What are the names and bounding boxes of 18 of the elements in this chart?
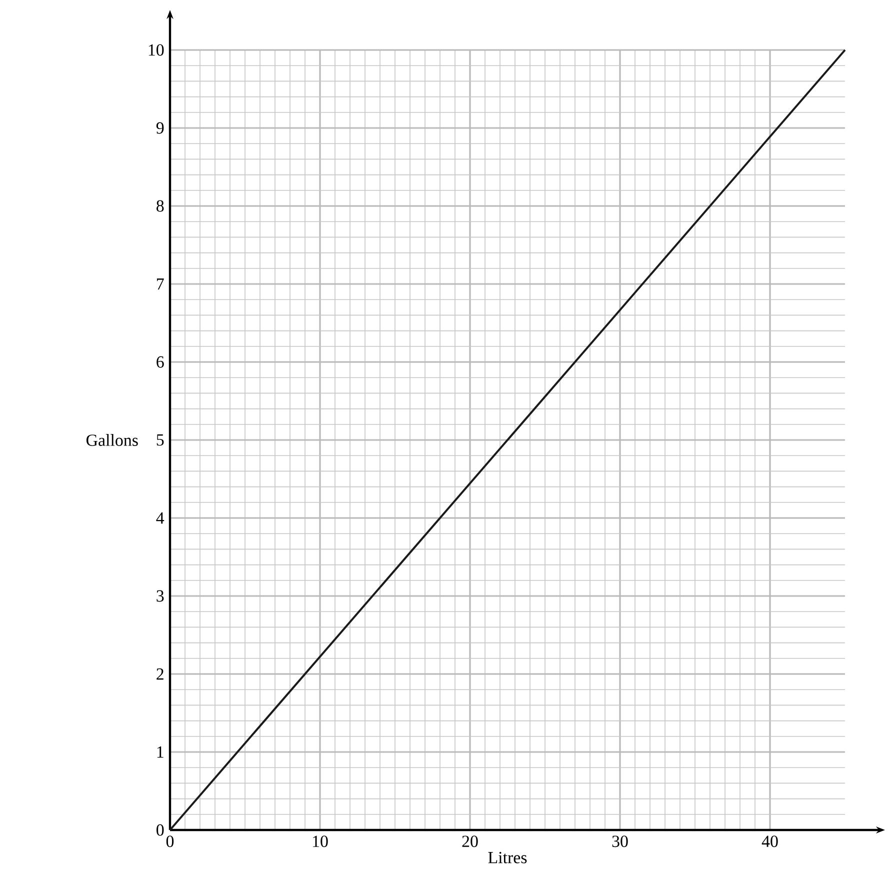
y-axis-title: Gallons	[86, 434, 138, 446]
x-tick-label: 10	[313, 836, 328, 848]
y-tick-label: 5	[156, 434, 164, 446]
y-tick-label: 1	[157, 746, 164, 758]
x-tick-label: 0	[166, 836, 174, 848]
x-axis-title: Litres	[488, 852, 527, 864]
y-tick-label: 7	[156, 278, 164, 290]
y-tick-label: 10	[148, 44, 164, 56]
y-tick-label: 6	[156, 356, 164, 368]
y-tick-label: 8	[156, 200, 164, 212]
y-tick-label: 9	[156, 122, 164, 134]
y-tick-label: 4	[156, 512, 164, 524]
y-tick-label: 2	[156, 668, 164, 680]
x-tick-label: 30	[612, 836, 628, 848]
y-tick-label: 0	[156, 824, 164, 836]
x-tick-label: 40	[762, 836, 778, 848]
x-tick-label: 20	[462, 836, 478, 848]
y-tick-label: 3	[156, 590, 164, 602]
